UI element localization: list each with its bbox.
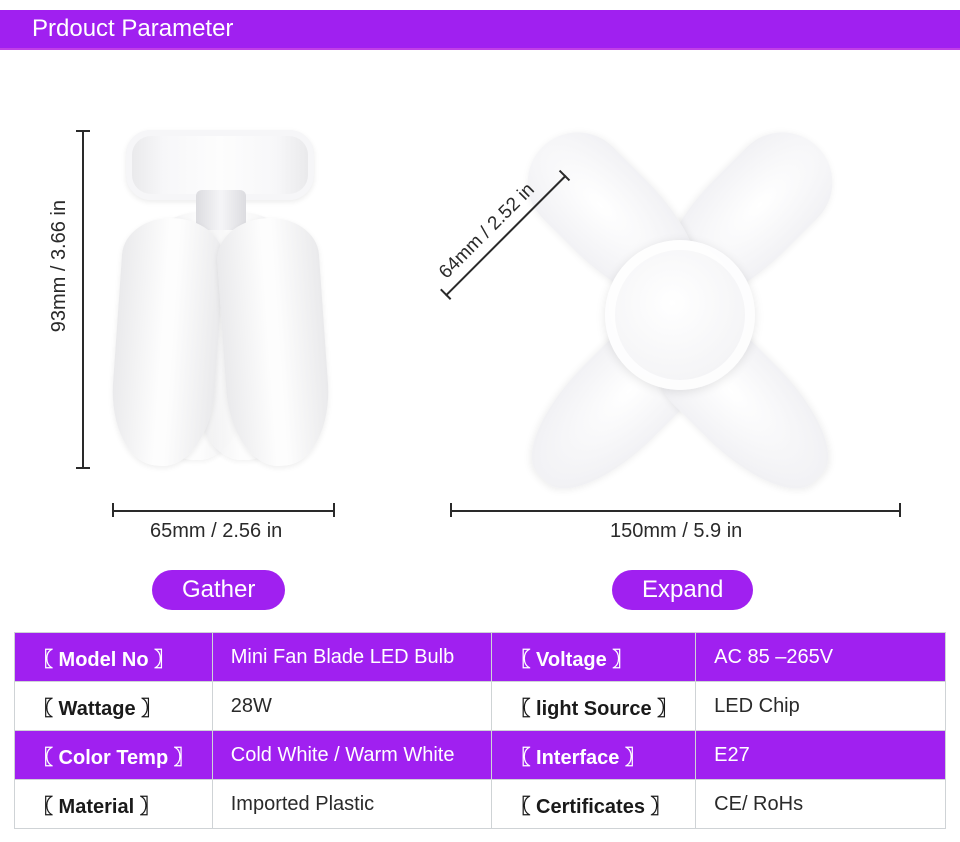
- spec-table: 〖 Model No 〗 Mini Fan Blade LED Bulb 〖 Vol…: [14, 632, 946, 829]
- expand-badge-text: Expand: [642, 576, 723, 604]
- spec-tbody: 〖 Model No 〗 Mini Fan Blade LED Bulb 〖 Vol…: [15, 633, 946, 829]
- spec-label: 〖 Material 〗: [33, 796, 160, 818]
- expand-badge: Expand: [612, 570, 753, 610]
- gather-blade: [214, 215, 333, 470]
- spec-label: 〖 Certificates 〗: [510, 796, 670, 818]
- dim-line: [82, 130, 84, 468]
- figure-area: 93mm / 3.66 in 65mm / 2.56 in 64mm / 2.5…: [0, 70, 960, 610]
- table-row: 〖 Color Temp 〗 Cold White / Warm White 〖 I…: [15, 731, 946, 780]
- spec-value: LED Chip: [714, 695, 800, 717]
- gather-width-label: 65mm / 2.56 in: [150, 520, 282, 543]
- gather-blade: [107, 215, 226, 470]
- header-underline: [0, 48, 960, 50]
- table-row: 〖 Material 〗 Imported Plastic 〖 Certificat…: [15, 780, 946, 829]
- header-title: Prdouct Parameter: [32, 15, 233, 43]
- product-gather: [108, 130, 333, 470]
- spec-label: 〖 Voltage 〗: [510, 649, 632, 671]
- dim-tick: [333, 503, 335, 517]
- spec-label: 〖 Color Temp 〗: [33, 747, 194, 769]
- spec-value: E27: [714, 744, 750, 766]
- spec-value: Cold White / Warm White: [231, 744, 455, 766]
- gather-badge: Gather: [152, 570, 285, 610]
- dim-tick: [76, 467, 90, 469]
- gather-blades: [108, 218, 333, 470]
- spec-label: 〖 Interface 〗: [510, 747, 644, 769]
- gather-height-label: 93mm / 3.66 in: [48, 200, 71, 332]
- spec-label: 〖 light Source 〗: [510, 698, 677, 720]
- dim-tick: [76, 130, 90, 132]
- spec-label: 〖 Model No 〗: [33, 649, 174, 671]
- dim-line: [112, 510, 334, 512]
- header-tab: Prdouct Parameter: [14, 10, 273, 48]
- spec-label: 〖 Wattage 〗: [33, 698, 161, 720]
- dim-line: [450, 510, 900, 512]
- dim-tick: [112, 503, 114, 517]
- gather-badge-text: Gather: [182, 576, 255, 604]
- table-row: 〖 Wattage 〗 28W 〖 light Source 〗 LED Chip: [15, 682, 946, 731]
- spec-value: 28W: [231, 695, 272, 717]
- dim-tick: [450, 503, 452, 517]
- dim-tick: [899, 503, 901, 517]
- expand-hub: [605, 240, 755, 390]
- spec-value: Imported Plastic: [231, 793, 374, 815]
- spec-value: Mini Fan Blade LED Bulb: [231, 646, 454, 668]
- spec-value: AC 85 –265V: [714, 646, 833, 668]
- product-expand: [460, 100, 900, 520]
- spec-value: CE/ RoHs: [714, 793, 803, 815]
- expand-width-label: 150mm / 5.9 in: [610, 520, 742, 543]
- table-row: 〖 Model No 〗 Mini Fan Blade LED Bulb 〖 Vol…: [15, 633, 946, 682]
